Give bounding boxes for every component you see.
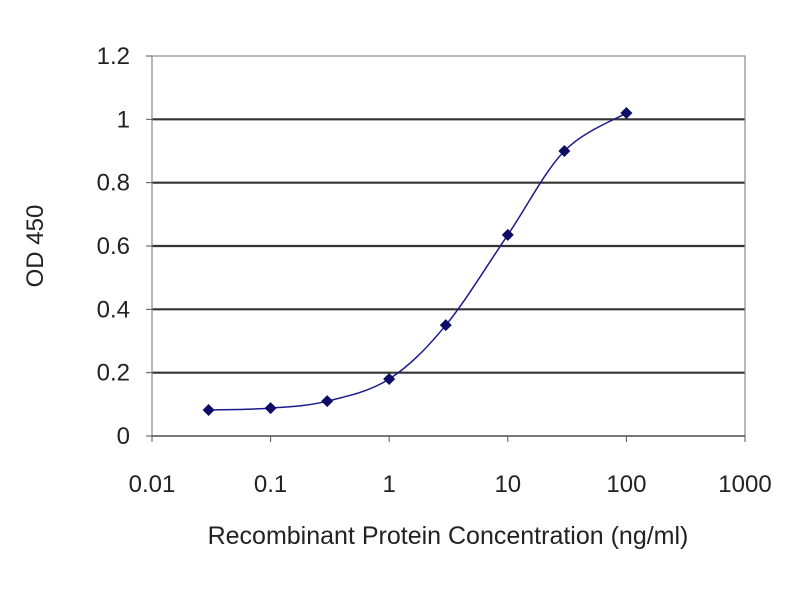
axis-ticks: 0 0.2 0.4 0.6 0.8 1 1.2 0.01 0.1 1 10 100 1000 [97,43,772,498]
y-axis-label: OD 450 [22,205,49,288]
x-axis-label: Recombinant Protein Concentration (ng/ml… [208,522,689,550]
data-point [321,395,334,408]
y-tick-label: 0.2 [97,360,130,387]
y-tick-label: 1 [117,106,130,133]
x-tick-label: 1 [383,471,396,498]
data-point [264,402,277,415]
data-markers [202,107,633,417]
x-tick-label: 1000 [718,471,771,498]
data-point [558,145,571,157]
y-tick-label: 0.6 [97,233,130,260]
y-tick-label: 0 [117,423,130,450]
y-tick-label: 0.4 [97,296,130,323]
gridlines [152,118,745,374]
data-point [383,373,396,385]
data-point [620,107,633,119]
x-tick-label: 100 [606,471,646,498]
x-tick-label: 0.1 [254,471,287,498]
y-tick-label: 1.2 [97,43,130,70]
x-tick-label: 10 [494,471,521,498]
y-tick-label: 0.8 [97,170,130,197]
series-curve [208,112,627,411]
data-point [439,319,452,332]
data-point [202,404,215,417]
x-tick-label: 0.01 [129,471,176,498]
data-point [501,228,514,241]
